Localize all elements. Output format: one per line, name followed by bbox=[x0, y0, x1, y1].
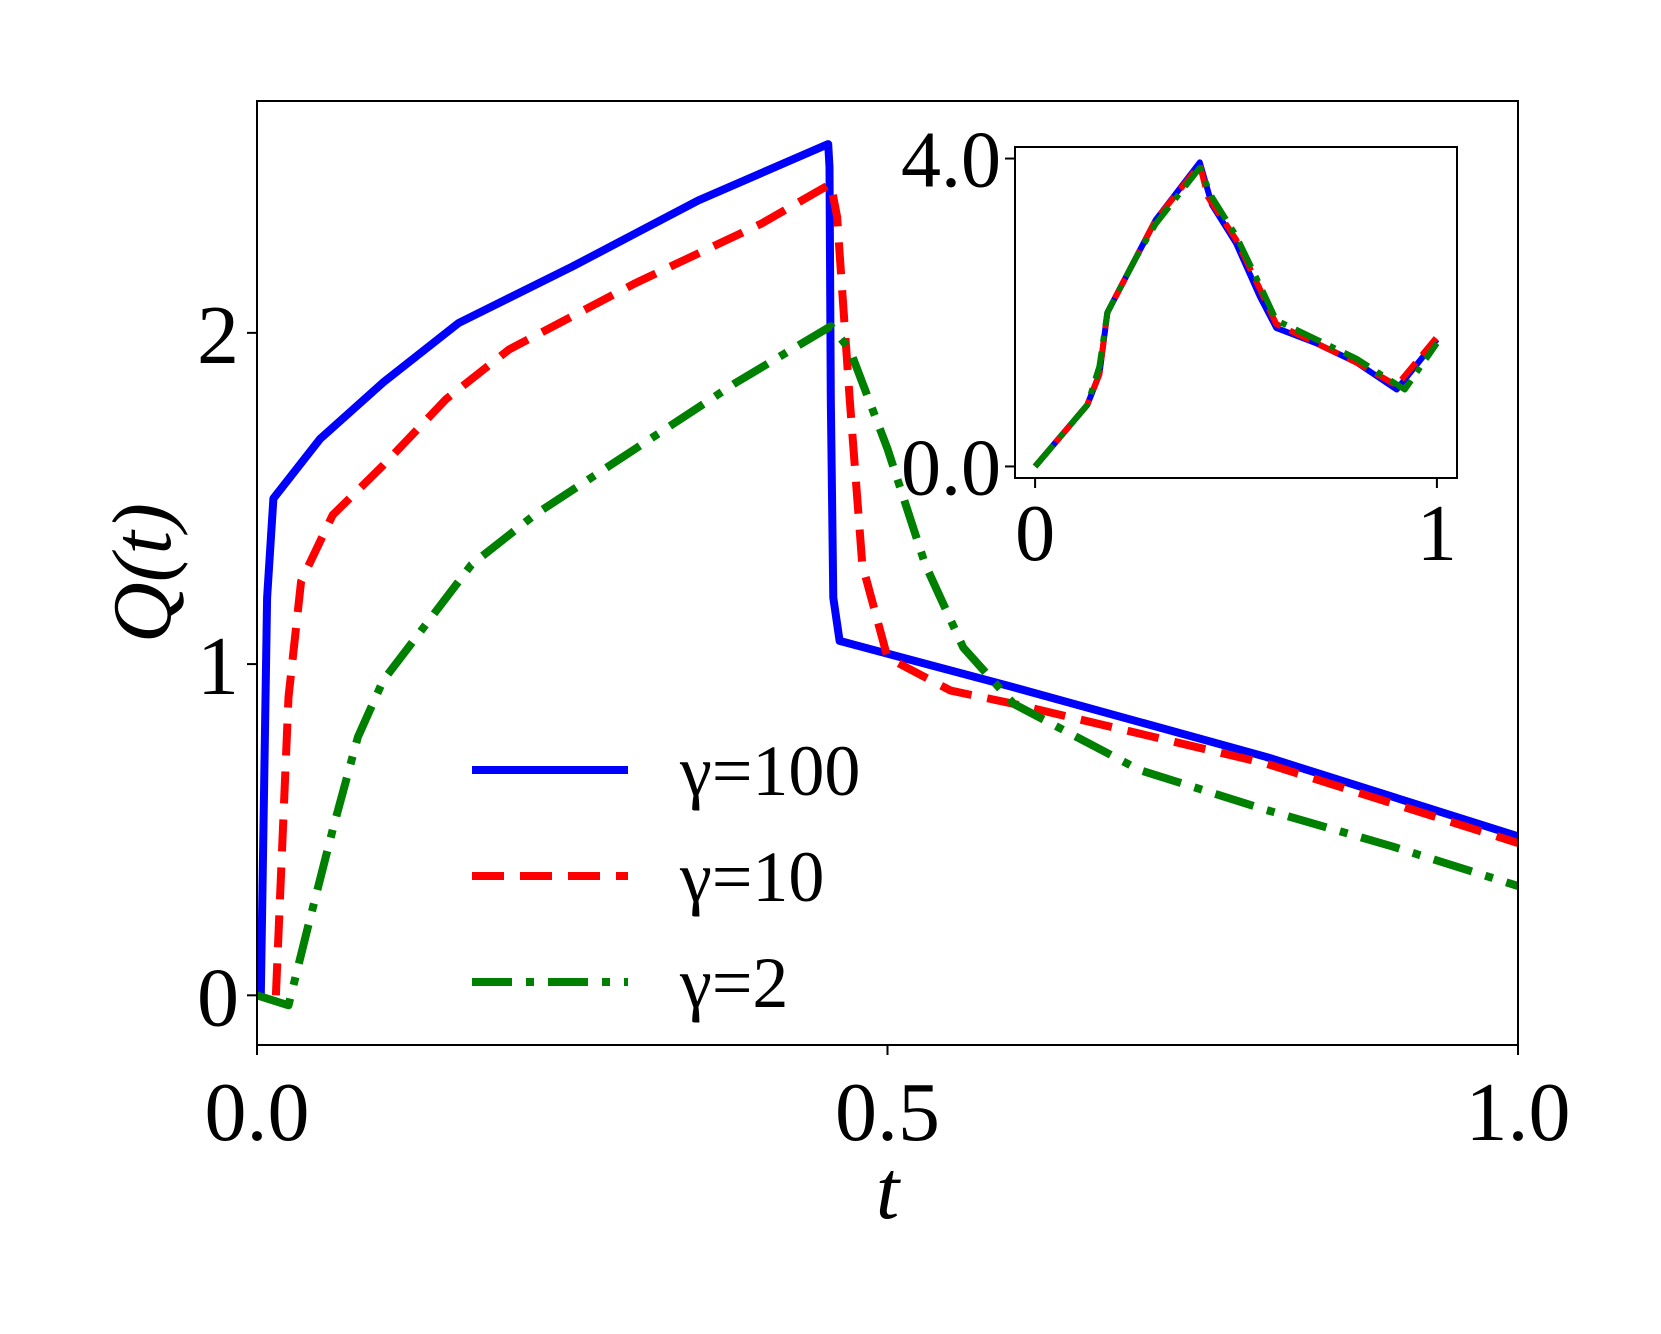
y-tick-label: 2 bbox=[197, 289, 239, 382]
main-plot: 0.0 0.5 1.0 012 t Q(t) bbox=[96, 100, 1571, 1237]
y-tick-label: 0 bbox=[197, 951, 239, 1044]
inset-y-ticks: 0.0 4.0 bbox=[901, 117, 1015, 512]
y-axis-label: Q(t) bbox=[96, 503, 189, 643]
inset-series-lines bbox=[1032, 159, 1440, 469]
inset-plot-frame bbox=[1014, 146, 1458, 479]
inset-background bbox=[1015, 147, 1457, 478]
inset-y-tick-label: 4.0 bbox=[901, 117, 1001, 205]
legend-label-3: γ=2 bbox=[679, 943, 788, 1023]
x-tick-label: 0.5 bbox=[835, 1066, 940, 1159]
series-line-2 bbox=[271, 179, 1518, 996]
inset-series-line-3 bbox=[1032, 164, 1440, 469]
main-series-lines bbox=[257, 140, 1518, 1010]
series-line-3 bbox=[257, 322, 1518, 1010]
legend-label-1: γ=100 bbox=[679, 731, 860, 811]
x-tick-label: 1.0 bbox=[1466, 1066, 1571, 1159]
inset-x-tick-label: 1 bbox=[1417, 490, 1457, 578]
y-tick-label: 1 bbox=[197, 620, 239, 713]
series-line-1 bbox=[257, 140, 1518, 996]
x-tick-label: 0.0 bbox=[205, 1066, 310, 1159]
main-x-ticks: 0.0 0.5 1.0 bbox=[205, 1045, 1571, 1159]
inset-x-tick-label: 0 bbox=[1015, 490, 1055, 578]
x-axis-label: t bbox=[876, 1144, 902, 1237]
legend: γ=100 γ=10 γ=2 bbox=[472, 731, 860, 1023]
main-y-ticks: 0 1 2 bbox=[197, 289, 257, 1044]
inset-y-tick-label: 0.0 bbox=[901, 424, 1001, 512]
legend-label-2: γ=10 bbox=[679, 837, 824, 917]
